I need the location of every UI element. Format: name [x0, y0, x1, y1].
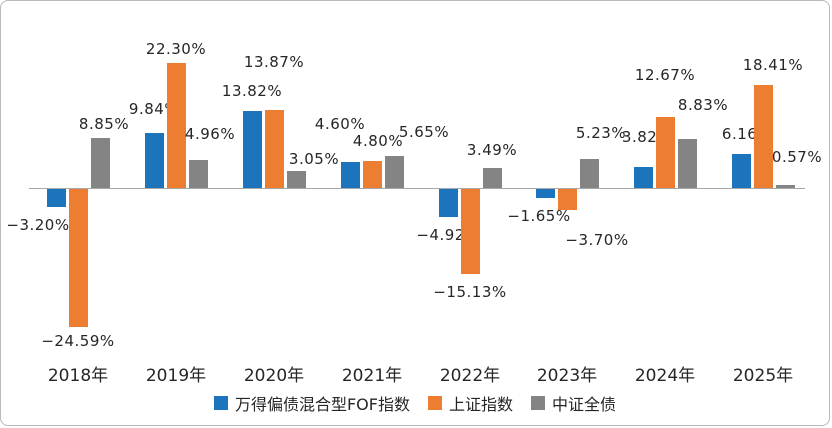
bar [753, 85, 773, 188]
bar [438, 189, 458, 217]
bar [46, 189, 66, 207]
bar-value-label: 5.65% [398, 123, 450, 141]
bar-value-label: 12.67% [634, 66, 696, 84]
legend-item-bond: 中证全债 [531, 391, 616, 415]
bar-value-label: −3.70% [565, 231, 629, 249]
bar [144, 133, 164, 188]
x-axis-label: 2024年 [634, 366, 696, 386]
chart-legend: 万得偏债混合型FOF指数 上证指数 中证全债 [1, 391, 829, 415]
bar [384, 156, 404, 188]
legend-label-bond: 中证全债 [552, 395, 617, 414]
bar [362, 161, 382, 188]
x-axis-label: 2020年 [243, 366, 305, 386]
bar [557, 189, 577, 210]
legend-swatch-shanghai-icon [427, 396, 442, 410]
bar [677, 139, 697, 188]
bar-value-label: −3.20% [6, 216, 70, 234]
bar-value-label: 3.05% [288, 150, 340, 168]
bar [90, 138, 110, 188]
bar-value-label: 18.41% [742, 56, 804, 74]
bar [460, 189, 480, 274]
bar [242, 111, 262, 188]
bar [68, 189, 88, 327]
bar-value-label: 9.84% [128, 100, 180, 118]
x-axis-label: 2025年 [732, 366, 794, 386]
x-axis-label: 2022年 [439, 366, 501, 386]
bar [655, 117, 675, 188]
legend-swatch-fof-icon [213, 396, 228, 410]
legend-label-shanghai: 上证指数 [448, 395, 513, 414]
bar [482, 168, 502, 188]
bar [166, 63, 186, 188]
legend-label-fof: 万得偏债混合型FOF指数 [234, 395, 410, 414]
bar [286, 171, 306, 188]
bar-value-label: 8.85% [78, 115, 130, 133]
bar-value-label: 4.96% [184, 125, 236, 143]
x-axis-label: 2019年 [145, 366, 207, 386]
bar [535, 189, 555, 198]
bar [188, 160, 208, 188]
x-axis-label: 2023年 [536, 366, 598, 386]
bar-value-label: 22.30% [145, 40, 207, 58]
legend-swatch-bond-icon [531, 396, 545, 410]
bar-value-label: −1.65% [507, 207, 571, 225]
bar [633, 167, 653, 188]
bar [340, 162, 360, 188]
bar-value-label: −24.59% [41, 332, 115, 350]
bar-value-label: 5.23% [575, 124, 627, 142]
bar-value-label: 13.82% [221, 82, 283, 100]
bar-value-label: 4.60% [314, 115, 366, 133]
bar-value-label: 3.49% [466, 141, 518, 159]
x-axis-label: 2018年 [47, 366, 109, 386]
bar-value-label: 8.83% [677, 96, 729, 114]
bar [775, 185, 795, 188]
bar-value-label: 13.87% [243, 53, 305, 71]
x-axis-label: 2021年 [341, 366, 403, 386]
bar-value-label: 4.80% [352, 132, 404, 150]
bar [579, 159, 599, 188]
legend-item-shanghai: 上证指数 [427, 391, 513, 415]
legend-item-fof: 万得偏债混合型FOF指数 [213, 391, 410, 415]
bar [264, 110, 284, 188]
bar-value-label: −15.13% [433, 283, 507, 301]
x-axis-line [29, 188, 805, 189]
bar [731, 154, 751, 188]
bar-value-label: 0.57% [771, 148, 823, 166]
